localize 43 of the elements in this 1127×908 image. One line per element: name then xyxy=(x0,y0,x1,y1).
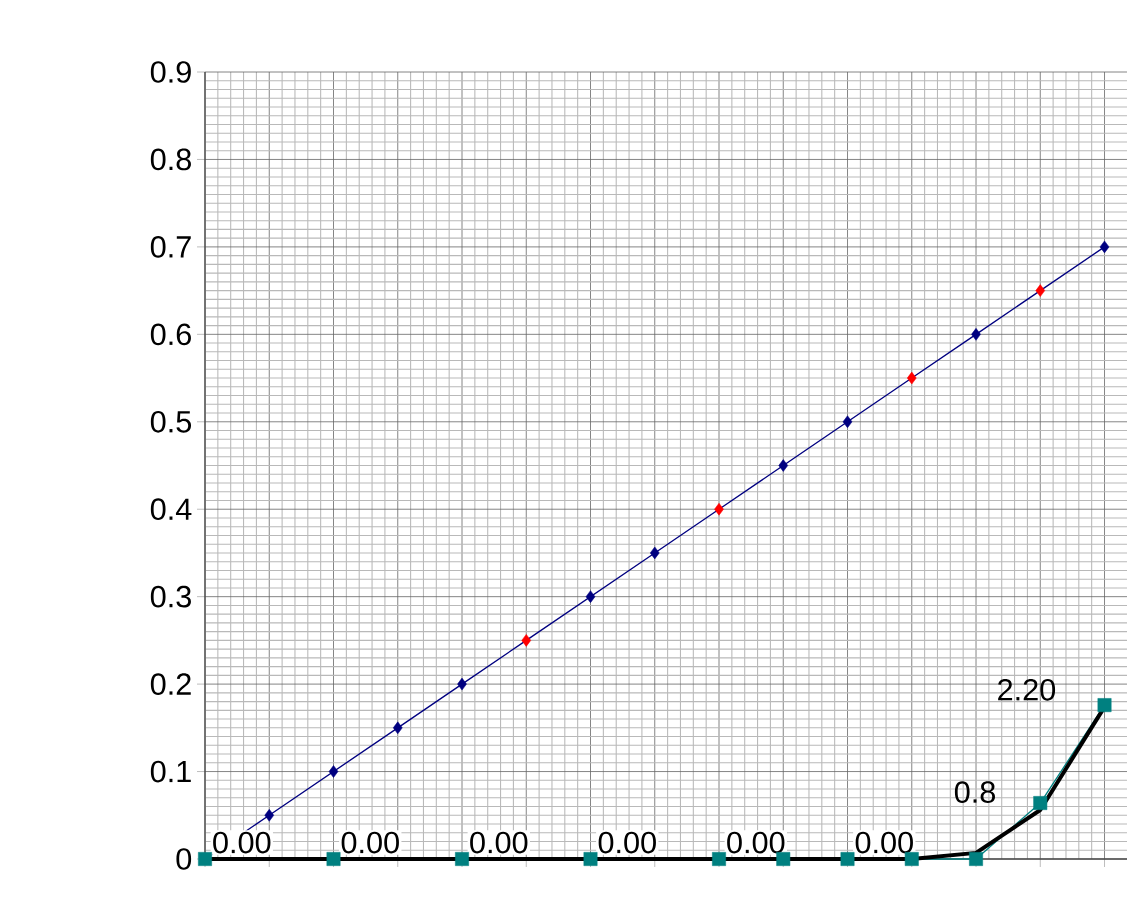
y-tick-label: 0.3 xyxy=(150,585,191,608)
y-tick-label: 0.9 xyxy=(150,61,191,83)
point xyxy=(840,852,855,866)
data-label: 0.00 xyxy=(855,831,913,854)
point xyxy=(969,852,983,866)
y-tick-label: 0.7 xyxy=(150,236,191,258)
point xyxy=(198,852,212,866)
y-tick-label: 0 xyxy=(176,848,192,870)
point xyxy=(521,634,532,647)
point xyxy=(585,590,596,603)
point xyxy=(455,852,469,866)
point xyxy=(714,502,724,516)
point xyxy=(778,459,789,472)
point xyxy=(1099,240,1110,254)
data-label: 0.00 xyxy=(470,831,528,854)
data-label: 0.00 xyxy=(727,831,785,854)
point xyxy=(328,765,339,778)
point xyxy=(776,852,791,866)
point xyxy=(392,721,403,735)
point xyxy=(1097,698,1112,713)
point xyxy=(264,809,275,822)
point xyxy=(842,415,853,429)
data-label: 0.00 xyxy=(598,831,656,854)
point xyxy=(583,852,598,866)
point xyxy=(971,328,981,341)
y-tick-label: 0.8 xyxy=(150,148,191,171)
annotation: 0.8 xyxy=(954,781,995,803)
y-tick-label: 0.2 xyxy=(150,673,191,695)
point xyxy=(1035,284,1046,297)
point xyxy=(649,546,660,560)
point xyxy=(712,852,726,866)
data-label: 0.00 xyxy=(341,831,399,854)
y-tick-label: 0.4 xyxy=(150,498,192,521)
y-tick-label: 0.1 xyxy=(150,760,191,783)
data-label: 0.00 xyxy=(213,831,271,854)
point xyxy=(904,852,919,866)
point xyxy=(457,677,467,691)
point xyxy=(326,852,341,866)
point xyxy=(907,371,917,385)
y-tick-label: 0.6 xyxy=(150,323,191,346)
y-tick-label: 0.5 xyxy=(150,410,192,433)
point xyxy=(1033,796,1048,810)
annotation: 2.20 xyxy=(998,678,1056,701)
